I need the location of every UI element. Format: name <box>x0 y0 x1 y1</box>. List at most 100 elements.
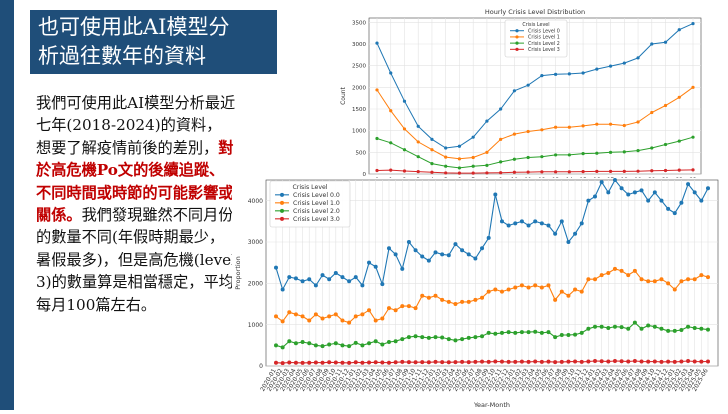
undefined-data-point <box>320 316 325 321</box>
undefined-data-point <box>553 231 558 236</box>
undefined-data-point <box>453 302 458 306</box>
undefined-data-point <box>353 340 358 345</box>
undefined-data-point <box>471 155 475 160</box>
monthly-chart-figure: 0 1000 2000 3000 4000 2020-01 2020-02 2020-03 20… <box>232 178 728 410</box>
undefined-data-point <box>646 279 651 284</box>
slide-title: 也可使用此AI模型分 析過往數年的資料 <box>30 10 277 74</box>
undefined-legend-box <box>504 19 568 58</box>
undefined-data-point <box>444 164 448 168</box>
undefined-data-point <box>433 335 438 340</box>
undefined-legend-marker <box>515 47 519 51</box>
undefined-legend-label: Crisis Level 3 <box>528 47 560 53</box>
undefined-data-point <box>512 89 516 93</box>
undefined-data-point <box>559 333 564 337</box>
undefined-data-point <box>512 157 516 161</box>
undefined-data-point <box>493 359 498 364</box>
undefined-data-point <box>493 192 498 197</box>
undefined-data-point <box>608 64 613 68</box>
undefined-data-point <box>506 359 511 364</box>
undefined-data-point <box>353 275 358 280</box>
undefined-data-point <box>659 277 664 282</box>
undefined-data-point <box>486 359 491 364</box>
undefined-data-point <box>567 153 571 157</box>
undefined-data-point <box>453 338 458 343</box>
undefined-data-point <box>499 359 504 364</box>
undefined-data-point <box>360 343 365 348</box>
undefined-data-point <box>632 359 637 364</box>
undefined-data-point <box>402 127 407 131</box>
undefined-data-point <box>519 219 524 224</box>
undefined-data-point <box>526 155 530 160</box>
undefined-data-point <box>692 277 697 282</box>
undefined-data-point <box>375 41 379 45</box>
undefined-data-point <box>612 359 617 364</box>
undefined-data-point <box>533 359 538 364</box>
undefined-data-point <box>457 171 462 175</box>
undefined-data-point <box>440 297 445 302</box>
undefined-data-point <box>446 360 451 365</box>
undefined-legend-marker <box>280 200 284 205</box>
undefined-data-point <box>699 273 704 278</box>
undefined-data-point <box>559 219 564 224</box>
undefined-data-point <box>519 359 524 364</box>
undefined-data-point <box>386 340 391 345</box>
undefined-data-point <box>393 339 398 344</box>
undefined-data-point <box>333 360 338 365</box>
undefined-data-point <box>533 329 538 334</box>
undefined-data-point <box>426 258 431 263</box>
undefined-data-point <box>471 135 475 139</box>
undefined-legend-label: Crisis Level 2.0 <box>293 208 340 215</box>
undefined-y-tick-label: 3000 <box>248 239 263 246</box>
undefined-data-point <box>650 42 654 46</box>
undefined-data-point <box>485 163 489 167</box>
undefined-data-point <box>406 304 411 309</box>
undefined-data-point <box>280 287 285 292</box>
undefined-data-point <box>375 136 379 141</box>
undefined-data-point <box>639 188 644 193</box>
undefined-data-point <box>473 256 478 261</box>
undefined-data-point <box>493 287 498 292</box>
undefined-data-point <box>519 330 524 335</box>
undefined-data-point <box>559 359 564 364</box>
undefined-data-point <box>373 360 378 365</box>
undefined-data-point <box>573 231 578 236</box>
undefined-data-point <box>293 276 298 281</box>
undefined-legend-label: Crisis Level 1.0 <box>293 200 340 207</box>
undefined-data-point <box>287 339 292 344</box>
undefined-data-point <box>672 211 677 216</box>
undefined-data-point <box>400 359 405 364</box>
undefined-data-point <box>672 359 677 364</box>
undefined-data-point <box>313 283 318 288</box>
undefined-data-point <box>430 148 434 152</box>
undefined-data-point <box>595 151 599 155</box>
undefined-data-point <box>586 326 591 331</box>
undefined-data-point <box>367 308 372 313</box>
undefined-data-point <box>663 40 668 44</box>
undefined-data-point <box>626 359 631 364</box>
undefined-data-point <box>608 122 613 126</box>
undefined-data-point <box>413 360 418 365</box>
undefined-y-tick-label: 0 <box>259 363 263 370</box>
undefined-data-point <box>619 359 624 364</box>
undefined-data-point <box>539 221 544 226</box>
undefined-data-point <box>519 283 524 288</box>
undefined-data-point <box>554 125 558 129</box>
undefined-data-point <box>706 186 710 191</box>
undefined-data-point <box>652 190 657 195</box>
undefined-data-point <box>513 330 518 335</box>
undefined-data-point <box>540 74 544 78</box>
undefined-data-point <box>606 190 611 195</box>
undefined-data-point <box>679 359 684 364</box>
undefined-series-line-3 <box>376 169 694 174</box>
undefined-data-point <box>652 359 657 364</box>
undefined-data-point <box>553 335 558 340</box>
undefined-y-tick-label: 500 <box>356 150 367 156</box>
undefined-data-point <box>506 330 511 335</box>
undefined-data-point <box>320 360 325 365</box>
undefined-data-point <box>513 221 518 226</box>
undefined-data-point <box>663 103 668 108</box>
undefined-data-point <box>466 335 471 340</box>
undefined-data-point <box>440 252 445 257</box>
undefined-data-point <box>367 341 372 346</box>
undefined-data-point <box>293 312 298 317</box>
